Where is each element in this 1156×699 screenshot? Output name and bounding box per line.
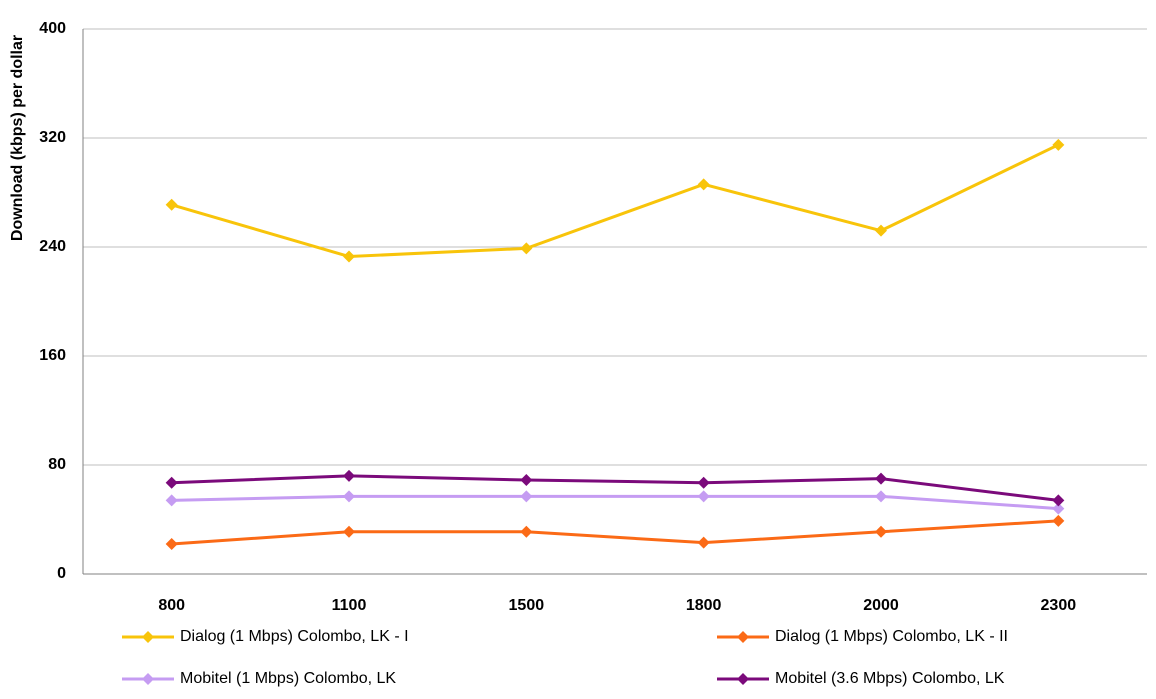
x-tick-label: 2000	[863, 597, 899, 614]
legend-marker	[142, 631, 154, 643]
legend-label: Mobitel (3.6 Mbps) Colombo, LK	[775, 670, 1005, 687]
marker	[697, 476, 710, 489]
marker	[697, 536, 710, 549]
legend-label: Dialog (1 Mbps) Colombo, LK - II	[775, 628, 1008, 645]
marker	[343, 250, 355, 263]
y-tick-label: 400	[39, 20, 66, 37]
marker	[520, 525, 533, 538]
y-tick-label: 240	[39, 238, 66, 255]
x-tick-label: 1800	[686, 597, 722, 614]
marker	[520, 473, 533, 486]
line	[171, 143, 1059, 259]
marker	[875, 490, 887, 503]
marker	[165, 476, 178, 489]
marker	[1052, 494, 1065, 507]
marker	[165, 538, 178, 551]
marker	[520, 490, 533, 503]
marker	[165, 494, 178, 507]
marker	[1052, 514, 1065, 527]
legend-marker	[737, 631, 749, 643]
x-tick-label: 1500	[509, 597, 545, 614]
legend-label: Mobitel (1 Mbps) Colombo, LK	[180, 670, 396, 687]
marker	[875, 224, 887, 237]
marker	[697, 490, 710, 503]
y-tick-label: 320	[39, 129, 66, 146]
marker	[165, 198, 178, 211]
marker	[697, 178, 710, 191]
line	[171, 474, 1059, 502]
marker	[520, 242, 533, 255]
line	[171, 494, 1059, 511]
line	[171, 519, 1059, 546]
marker	[875, 472, 887, 485]
y-tick-label: 0	[57, 565, 66, 582]
marker	[343, 469, 355, 482]
y-axis-label: Download (kbps) per dollar	[9, 35, 26, 241]
marker	[343, 490, 355, 503]
legend-marker	[737, 673, 749, 685]
y-tick-label: 160	[39, 347, 66, 364]
x-tick-label: 800	[158, 597, 185, 614]
marker	[1052, 502, 1065, 515]
x-tick-label: 1100	[332, 597, 367, 614]
y-tick-label: 80	[48, 456, 66, 473]
marker	[1052, 138, 1065, 151]
legend-label: Dialog (1 Mbps) Colombo, LK - I	[180, 628, 409, 645]
legend-marker	[142, 673, 154, 685]
x-tick-label: 2300	[1041, 597, 1077, 614]
marker	[875, 525, 887, 538]
marker	[343, 525, 355, 538]
